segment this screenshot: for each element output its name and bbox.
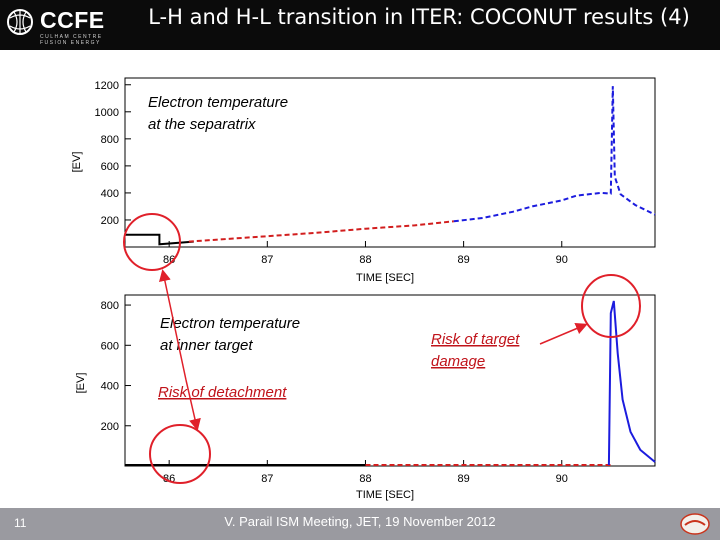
detachment-arrow-up [159, 269, 187, 381]
target-damage-arrow [539, 322, 588, 345]
slide-title: L-H and H-L transition in ITER: COCONUT … [148, 5, 690, 29]
bottom-panel-label-line2: at inner target [160, 337, 253, 354]
slide-number: 11 [14, 516, 27, 530]
chart-top: 86 87 88 89 90 200 400 600 800 1000 1200 TIME [SEC… [71, 77, 656, 284]
detachment-arrow-down [185, 379, 201, 431]
footer-bar: 11 V. Parail ISM Meeting, JET, 19 Novemb… [0, 508, 720, 540]
chart-bottom-y-tick-label-1: 400 [101, 381, 119, 393]
chart-top-x-tick-label-0: 86 [163, 254, 175, 266]
risk-target-label-line1: Risk of target [431, 331, 520, 348]
chart-bottom-x-tick-label-1: 87 [261, 473, 273, 485]
chart-bottom-xlabel: TIME [SEC] [356, 489, 414, 501]
top-panel-label-line1: Electron temperature [148, 94, 288, 111]
footer-text: V. Parail ISM Meeting, JET, 19 November … [224, 514, 496, 529]
chart-top-y-tick-label-0: 200 [101, 215, 119, 227]
chart-top-y-tick-label-5: 1200 [95, 80, 119, 92]
chart-top-y-tick-label-2: 600 [101, 161, 119, 173]
chart-top-frame [124, 77, 656, 248]
chart-bottom-series-line-2 [607, 300, 656, 466]
chart-bottom-x-tick-label-2: 88 [359, 473, 371, 485]
detachment-circle-bottom [149, 424, 211, 484]
chart-top-series [125, 86, 656, 246]
detachment-circle-top [123, 213, 181, 271]
bottom-panel-label-line1: Electron temperature [160, 315, 300, 332]
chart-top-ticks: 86 87 88 89 90 200 400 600 800 1000 1200 [95, 80, 568, 266]
chart-top-y-tick-label-3: 800 [101, 134, 119, 146]
target-damage-circle [581, 274, 641, 338]
logo-text: CCFE [40, 7, 105, 33]
chart-top-x-tick-label-1: 87 [261, 254, 273, 266]
chart-top-ylabel: [EV] [71, 152, 83, 173]
jet-logo-icon [680, 513, 710, 535]
chart-top-series-line-1 [188, 220, 454, 243]
chart-bottom-ylabel: [EV] [75, 373, 87, 394]
chart-bottom-x-tick-label-3: 89 [457, 473, 469, 485]
chart-bottom-y-tick-label-3: 800 [101, 300, 119, 312]
chart-top-x-tick-label-2: 88 [359, 254, 371, 266]
chart-top-x-tick-label-3: 89 [457, 254, 469, 266]
ccfe-globe-icon [7, 9, 33, 35]
top-panel-label-line2: at the separatrix [148, 116, 256, 133]
chart-top-xlabel: TIME [SEC] [356, 272, 414, 284]
risk-detachment-label: Risk of detachment [158, 384, 287, 401]
chart-bottom-frame [124, 294, 656, 467]
chart-top-y-tick-label-1: 400 [101, 188, 119, 200]
chart-top-x-tick-label-4: 90 [556, 254, 568, 266]
logo-subtitle-2: FUSION ENERGY [40, 40, 101, 46]
charts-figure: 86 87 88 89 90 200 400 600 800 1000 1200 TIME [SEC… [71, 77, 656, 501]
risk-target-label-line2: damage [431, 353, 485, 370]
chart-bottom-x-tick-label-4: 90 [556, 473, 568, 485]
header-bar: CCFE CULHAM CENTRE FUSION ENERGY L-H and… [0, 0, 720, 50]
chart-bottom-y-tick-label-0: 200 [101, 421, 119, 433]
chart-top-series-line-2 [453, 86, 656, 223]
ccfe-logo: CCFE CULHAM CENTRE FUSION ENERGY [6, 4, 114, 46]
chart-top-series-line-0 [125, 233, 194, 246]
logo-subtitle-1: CULHAM CENTRE [40, 34, 103, 40]
chart-bottom-series [125, 300, 656, 466]
chart-top-y-tick-label-4: 1000 [95, 107, 119, 119]
chart-bottom-y-tick-label-2: 600 [101, 340, 119, 352]
